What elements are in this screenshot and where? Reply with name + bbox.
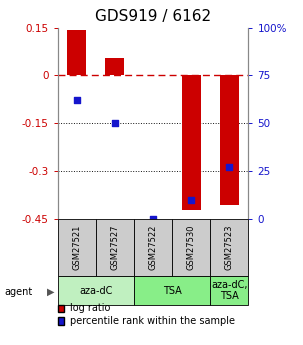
Point <box>74 98 79 103</box>
Text: TSA: TSA <box>163 286 181 296</box>
Bar <box>58 276 134 305</box>
Text: aza-dC,
TSA: aza-dC, TSA <box>211 280 248 302</box>
Bar <box>96 219 134 276</box>
Text: aza-dC: aza-dC <box>79 286 112 296</box>
Text: GSM27530: GSM27530 <box>187 225 196 270</box>
Text: log ratio: log ratio <box>70 304 111 313</box>
Bar <box>134 219 172 276</box>
Text: agent: agent <box>5 287 33 296</box>
Point <box>112 121 117 126</box>
Bar <box>67 30 86 76</box>
Bar <box>58 219 96 276</box>
Bar <box>105 58 125 76</box>
Text: GSM27527: GSM27527 <box>110 225 119 270</box>
Bar <box>134 276 210 305</box>
Point <box>151 216 155 222</box>
Point <box>189 197 194 203</box>
Bar <box>210 276 248 305</box>
Text: GSM27521: GSM27521 <box>72 225 81 270</box>
Text: GSM27522: GSM27522 <box>148 225 158 270</box>
Bar <box>220 76 239 205</box>
Text: GSM27523: GSM27523 <box>225 225 234 270</box>
Point <box>227 165 232 170</box>
Text: percentile rank within the sample: percentile rank within the sample <box>70 316 235 326</box>
Text: ▶: ▶ <box>47 287 55 296</box>
Bar <box>182 76 201 209</box>
Bar <box>210 219 248 276</box>
Title: GDS919 / 6162: GDS919 / 6162 <box>95 9 211 24</box>
Bar <box>172 219 210 276</box>
